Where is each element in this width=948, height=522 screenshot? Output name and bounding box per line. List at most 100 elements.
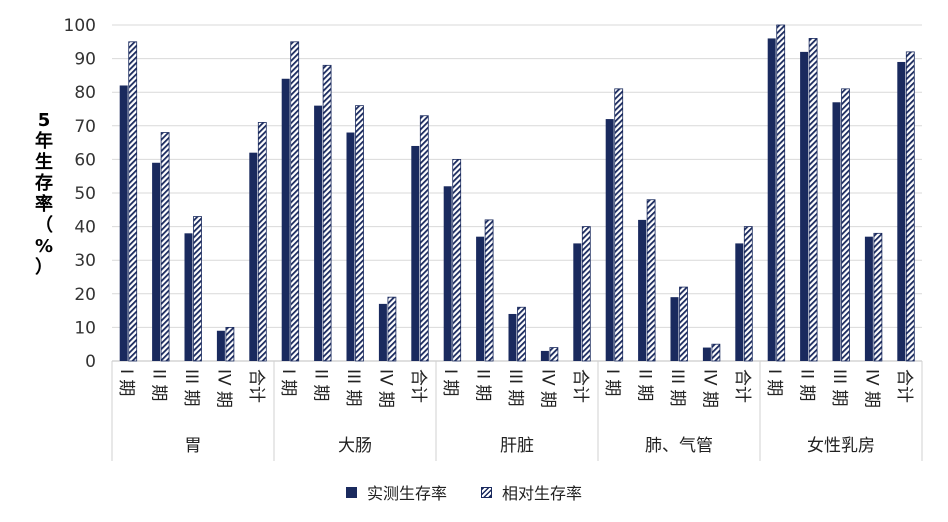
bar-measured [476,236,485,361]
bar-measured [346,132,355,361]
bar-relative [808,38,818,362]
x-category-label: III 期 [181,369,201,406]
bar-relative [679,286,688,362]
bar-measured [897,61,906,362]
x-axis-groups: 胃 大肠 肝脏 肺、气管 女性乳房 [111,361,923,461]
y-axis-title-char: 率 [35,194,53,215]
x-group-label: 大肠 [338,436,372,456]
bar-relative [452,158,462,362]
bar-relative [873,232,883,362]
bar-relative [841,88,850,362]
x-category-label: 合计 [570,369,590,403]
y-axis-title-char: 存 [35,173,53,194]
y-tick-label: 80 [74,83,96,103]
bar-measured [119,85,128,361]
x-group-label: 女性乳房 [807,436,875,456]
bar-measured [605,119,614,361]
y-axis-title-char: 生 [35,152,53,173]
y-tick-label: 60 [74,150,96,170]
x-category-label: IV 期 [699,369,719,408]
bar-measured [508,313,517,361]
x-category-label: IV 期 [537,369,557,408]
bar-relative [419,115,429,362]
legend-label-measured: 实测生存率 [367,484,448,503]
y-tick-label: 20 [74,285,96,305]
x-category-label: I 期 [440,369,460,396]
bar-measured [281,78,290,361]
bar-relative [484,219,494,362]
x-category-label: IV 期 [375,369,395,408]
bar-relative [517,306,526,362]
legend: 实测生存率 相对生存率 [346,480,616,504]
bar-relative [711,343,721,362]
bars [119,24,915,362]
y-axis-title-char: 5 [37,110,51,131]
x-category-label: II 期 [149,369,169,401]
bar-measured [249,152,258,361]
x-category-label: 合计 [894,369,914,403]
bar-relative [387,296,397,362]
bar-measured [378,303,387,361]
x-category-label: II 期 [473,369,493,401]
bar-relative [225,326,235,362]
bar-relative [193,216,202,362]
bar-relative [646,199,656,362]
bar-measured [638,219,647,361]
x-group-label: 胃 [185,436,202,456]
y-tick-label: 30 [74,251,96,271]
bar-relative [743,226,753,362]
bar-relative [128,41,138,362]
bar-relative [905,51,915,362]
x-category-label: I 期 [602,369,622,396]
x-category-label: II 期 [797,369,817,401]
x-category-label: I 期 [116,369,136,396]
y-tick-label: 70 [74,117,96,137]
bar-measured [184,233,193,361]
x-category-label: I 期 [278,369,298,396]
bar-measured [735,243,744,361]
bar-measured [864,236,873,361]
gridlines [112,24,922,362]
x-group-label: 肺、气管 [645,436,713,456]
bar-measured [573,243,582,361]
y-axis-ticks: 0 10 20 30 40 50 60 70 80 90 100 [64,16,96,372]
bar-relative [322,64,332,362]
x-category-label: 合计 [246,369,266,403]
bar-measured [670,297,679,361]
x-category-label: 合计 [732,369,752,403]
x-category-label: III 期 [829,369,849,406]
x-category-label: 合计 [408,369,428,403]
x-category-label: III 期 [343,369,363,406]
legend-swatch-hatched [481,486,493,498]
y-tick-label: 40 [74,218,96,238]
bar-relative [549,347,559,362]
y-axis-title-char: 年 [35,131,53,152]
legend-swatch-solid [346,486,357,498]
y-tick-label: 50 [74,184,96,204]
legend-label-relative: 相对生存率 [502,484,583,503]
y-axis-title-char: % [34,236,54,257]
bar-measured [540,350,549,361]
x-category-label: IV 期 [213,369,233,408]
bar-relative [160,132,170,362]
bar-measured [314,105,323,361]
bar-measured [800,51,809,361]
bar-measured [443,186,452,361]
y-tick-label: 90 [74,50,96,70]
y-tick-label: 10 [74,318,96,338]
x-category-label: I 期 [764,369,784,396]
bar-measured [702,347,711,361]
y-axis-title-char: （ [35,215,53,236]
y-tick-label: 0 [85,352,96,372]
bar-relative [776,24,786,362]
x-category-label: III 期 [667,369,687,406]
y-axis-title-char: ） [35,257,53,278]
x-category-label: III 期 [505,369,525,406]
x-group-label: 肝脏 [500,436,534,456]
bar-measured [832,102,841,361]
x-category-label: IV 期 [861,369,881,408]
bar-measured [411,145,420,361]
bar-relative [581,226,591,362]
